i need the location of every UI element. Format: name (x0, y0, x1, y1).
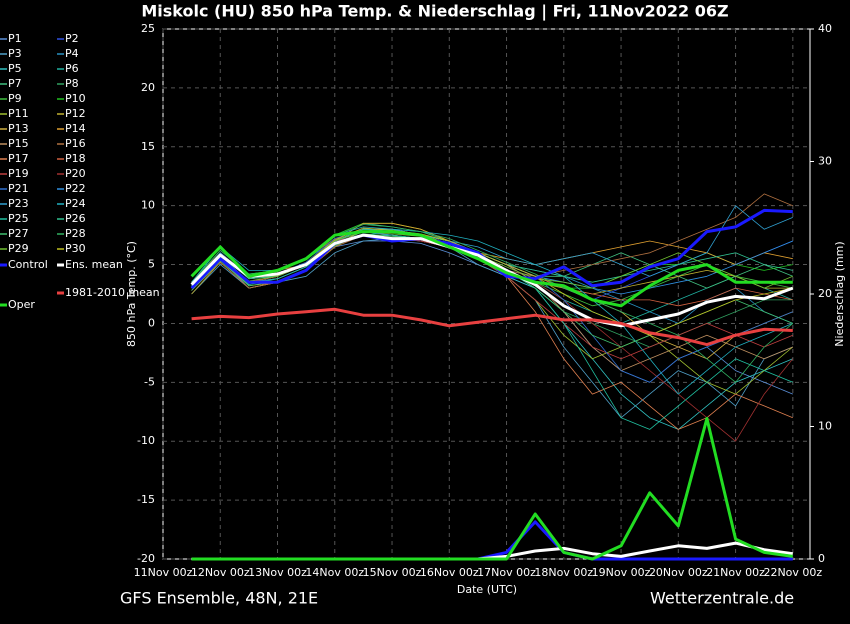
legend-label: P7 (8, 77, 22, 90)
x-tick-label: 22Nov 00z (763, 566, 822, 579)
legend-label: P29 (8, 242, 29, 255)
x-tick-label: 14Nov 00z (305, 566, 364, 579)
precip-line (191, 417, 794, 561)
legend-label: P6 (65, 62, 79, 75)
legend-label: P25 (8, 212, 29, 225)
temperature-line (191, 222, 793, 283)
legend-label: P4 (65, 47, 79, 60)
legend-label: P20 (65, 167, 86, 180)
y-tick-label: -15 (137, 493, 155, 506)
y-tick-label: 25 (141, 22, 155, 35)
legend-label: P3 (8, 47, 22, 60)
legend-label: P30 (65, 242, 86, 255)
legend-label: P26 (65, 212, 86, 225)
y-axis-label: 850 hPa Temp. (°C) (125, 241, 138, 347)
temperature-line (191, 238, 793, 419)
legend-label: Oper (8, 298, 35, 311)
legend-label: P15 (8, 137, 29, 150)
legend-label: P2 (65, 32, 79, 45)
y2-tick-label: 20 (818, 287, 832, 300)
temperature-line (190, 233, 794, 328)
y-tick-label: 10 (141, 199, 155, 212)
temperature-line (190, 230, 793, 308)
legend-label: P10 (65, 92, 86, 105)
x-tick-label: 17Nov 00z (477, 566, 536, 579)
y2-tick-label: 40 (818, 22, 832, 35)
x-tick-label: 16Nov 00z (420, 566, 479, 579)
y-tick-label: -5 (144, 375, 155, 388)
x-tick-label: 18Nov 00z (534, 566, 593, 579)
legend-label: P28 (65, 227, 86, 240)
y-tick-label: -20 (137, 552, 155, 565)
y2-axis-label: Niederschlag (mm) (833, 241, 846, 346)
temperature-line (191, 307, 793, 347)
legend-label: P18 (65, 152, 86, 165)
legend-label: 1981-2010 mean (65, 286, 160, 299)
y2-tick-label: 30 (818, 155, 832, 168)
legend-label: P13 (8, 122, 29, 135)
x-tick-label: 21Nov 00z (706, 566, 765, 579)
legend-label: Ens. mean (65, 258, 123, 271)
y-tick-label: -10 (137, 434, 155, 447)
legend-label: P14 (65, 122, 86, 135)
legend-label: Control (8, 258, 48, 271)
footer-right: Wetterzentrale.de (650, 589, 794, 608)
y-tick-label: 5 (148, 258, 155, 271)
x-tick-label: 20Nov 00z (649, 566, 708, 579)
legend-label: P12 (65, 107, 86, 120)
x-axis-label: Date (UTC) (457, 583, 517, 596)
y-tick-label: 20 (141, 81, 155, 94)
legend-label: P16 (65, 137, 86, 150)
x-tick-label: 13Nov 00z (248, 566, 307, 579)
footer-left: GFS Ensemble, 48N, 21E (120, 589, 318, 608)
y-tick-label: 15 (141, 140, 155, 153)
legend-label: P22 (65, 182, 86, 195)
x-tick-label: 15Nov 00z (363, 566, 422, 579)
legend-label: P27 (8, 227, 29, 240)
chart-title: Miskolc (HU) 850 hPa Temp. & Niederschla… (141, 2, 728, 22)
legend-label: P9 (8, 92, 22, 105)
legend-label: P1 (8, 32, 22, 45)
legend-label: P5 (8, 62, 22, 75)
legend-label: P23 (8, 197, 29, 210)
y2-tick-label: 0 (818, 552, 825, 565)
legend-label: P11 (8, 107, 29, 120)
legend-label: P19 (8, 167, 29, 180)
x-tick-label: 19Nov 00z (592, 566, 651, 579)
legend-label: P17 (8, 152, 29, 165)
y-tick-label: 0 (148, 316, 155, 329)
legend-label: P24 (65, 197, 86, 210)
x-tick-label: 11Nov 00z (134, 566, 193, 579)
y2-tick-label: 10 (818, 420, 832, 433)
legend-label: P8 (65, 77, 79, 90)
x-tick-label: 12Nov 00z (191, 566, 250, 579)
legend-label: P21 (8, 182, 29, 195)
